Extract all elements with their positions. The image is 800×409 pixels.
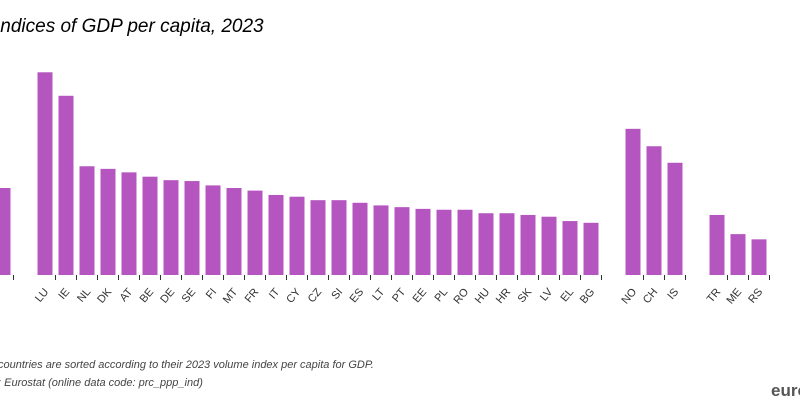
x-tick-label: EE [411,286,430,305]
x-tick-label: MT [221,286,241,306]
x-tick-label: IE [56,286,72,302]
x-tick-label: RO [451,286,471,307]
bar [100,168,116,275]
bar [121,172,137,275]
bar [79,166,95,275]
x-tick-label: CZ [306,286,325,305]
bar [163,180,179,275]
x-tick-label: FI [204,286,219,301]
x-tick-label: SK [516,286,535,305]
x-tick-label: ES [348,286,367,305]
bar [184,181,200,275]
bar [352,202,368,275]
chart-title: Indices of GDP per capita, 2023 [0,16,264,37]
x-tick-label: HU [473,286,492,306]
bar [373,205,389,275]
bar [520,214,536,275]
x-tick-label: CH [641,286,660,306]
bar [730,234,746,275]
bar [709,214,725,275]
bar [646,146,662,275]
bar [37,72,53,275]
bar [331,200,347,275]
x-tick-label: SE [180,286,199,305]
bar [667,162,683,275]
bar [541,216,557,275]
x-tick-label: CY [284,286,303,306]
x-tick-label: RS [746,286,765,305]
bar [394,207,410,275]
x-tick-label: ME [724,286,744,306]
bar [625,128,641,275]
source: : Eurostat (online data code: prc_ppp_in… [0,377,203,389]
bar [583,222,599,275]
x-tick-label: HR [494,286,513,306]
x-tick-label: FR [243,286,262,305]
bar [310,200,326,275]
x-tick-label: EL [558,286,576,304]
bar [751,239,767,275]
bar [247,190,263,275]
bar [415,208,431,275]
x-tick-label: AT [118,286,136,304]
bar [499,213,515,275]
x-tick-label: LU [33,286,51,305]
x-tick-label: NL [75,286,93,304]
bar [268,194,284,275]
x-tick-label: LV [538,286,556,304]
bar [226,188,242,275]
bar [205,185,221,275]
footnote: countries are sorted according to their … [0,359,374,371]
logo: euro [771,381,800,400]
x-tick-label: NO [619,286,639,307]
bar [478,213,494,275]
bar [562,221,578,275]
x-tick-label: SI [329,286,345,302]
x-tick-label: IS [665,286,681,302]
x-tick-label: IT [267,286,283,301]
x-tick-label: PL [432,286,450,304]
x-tick-label: PT [390,286,408,305]
bar [0,188,11,275]
x-tick-label: DK [95,286,114,306]
bar [436,209,452,275]
bar [289,196,305,275]
x-tick-label: LT [370,286,387,303]
bar [58,95,74,275]
x-tick-label: BE [138,286,157,305]
bar [457,209,473,275]
x-tick-label: TR [705,286,724,305]
x-tick-label: BG [578,286,597,306]
x-tick-label: DE [158,286,177,305]
bar [142,176,158,275]
